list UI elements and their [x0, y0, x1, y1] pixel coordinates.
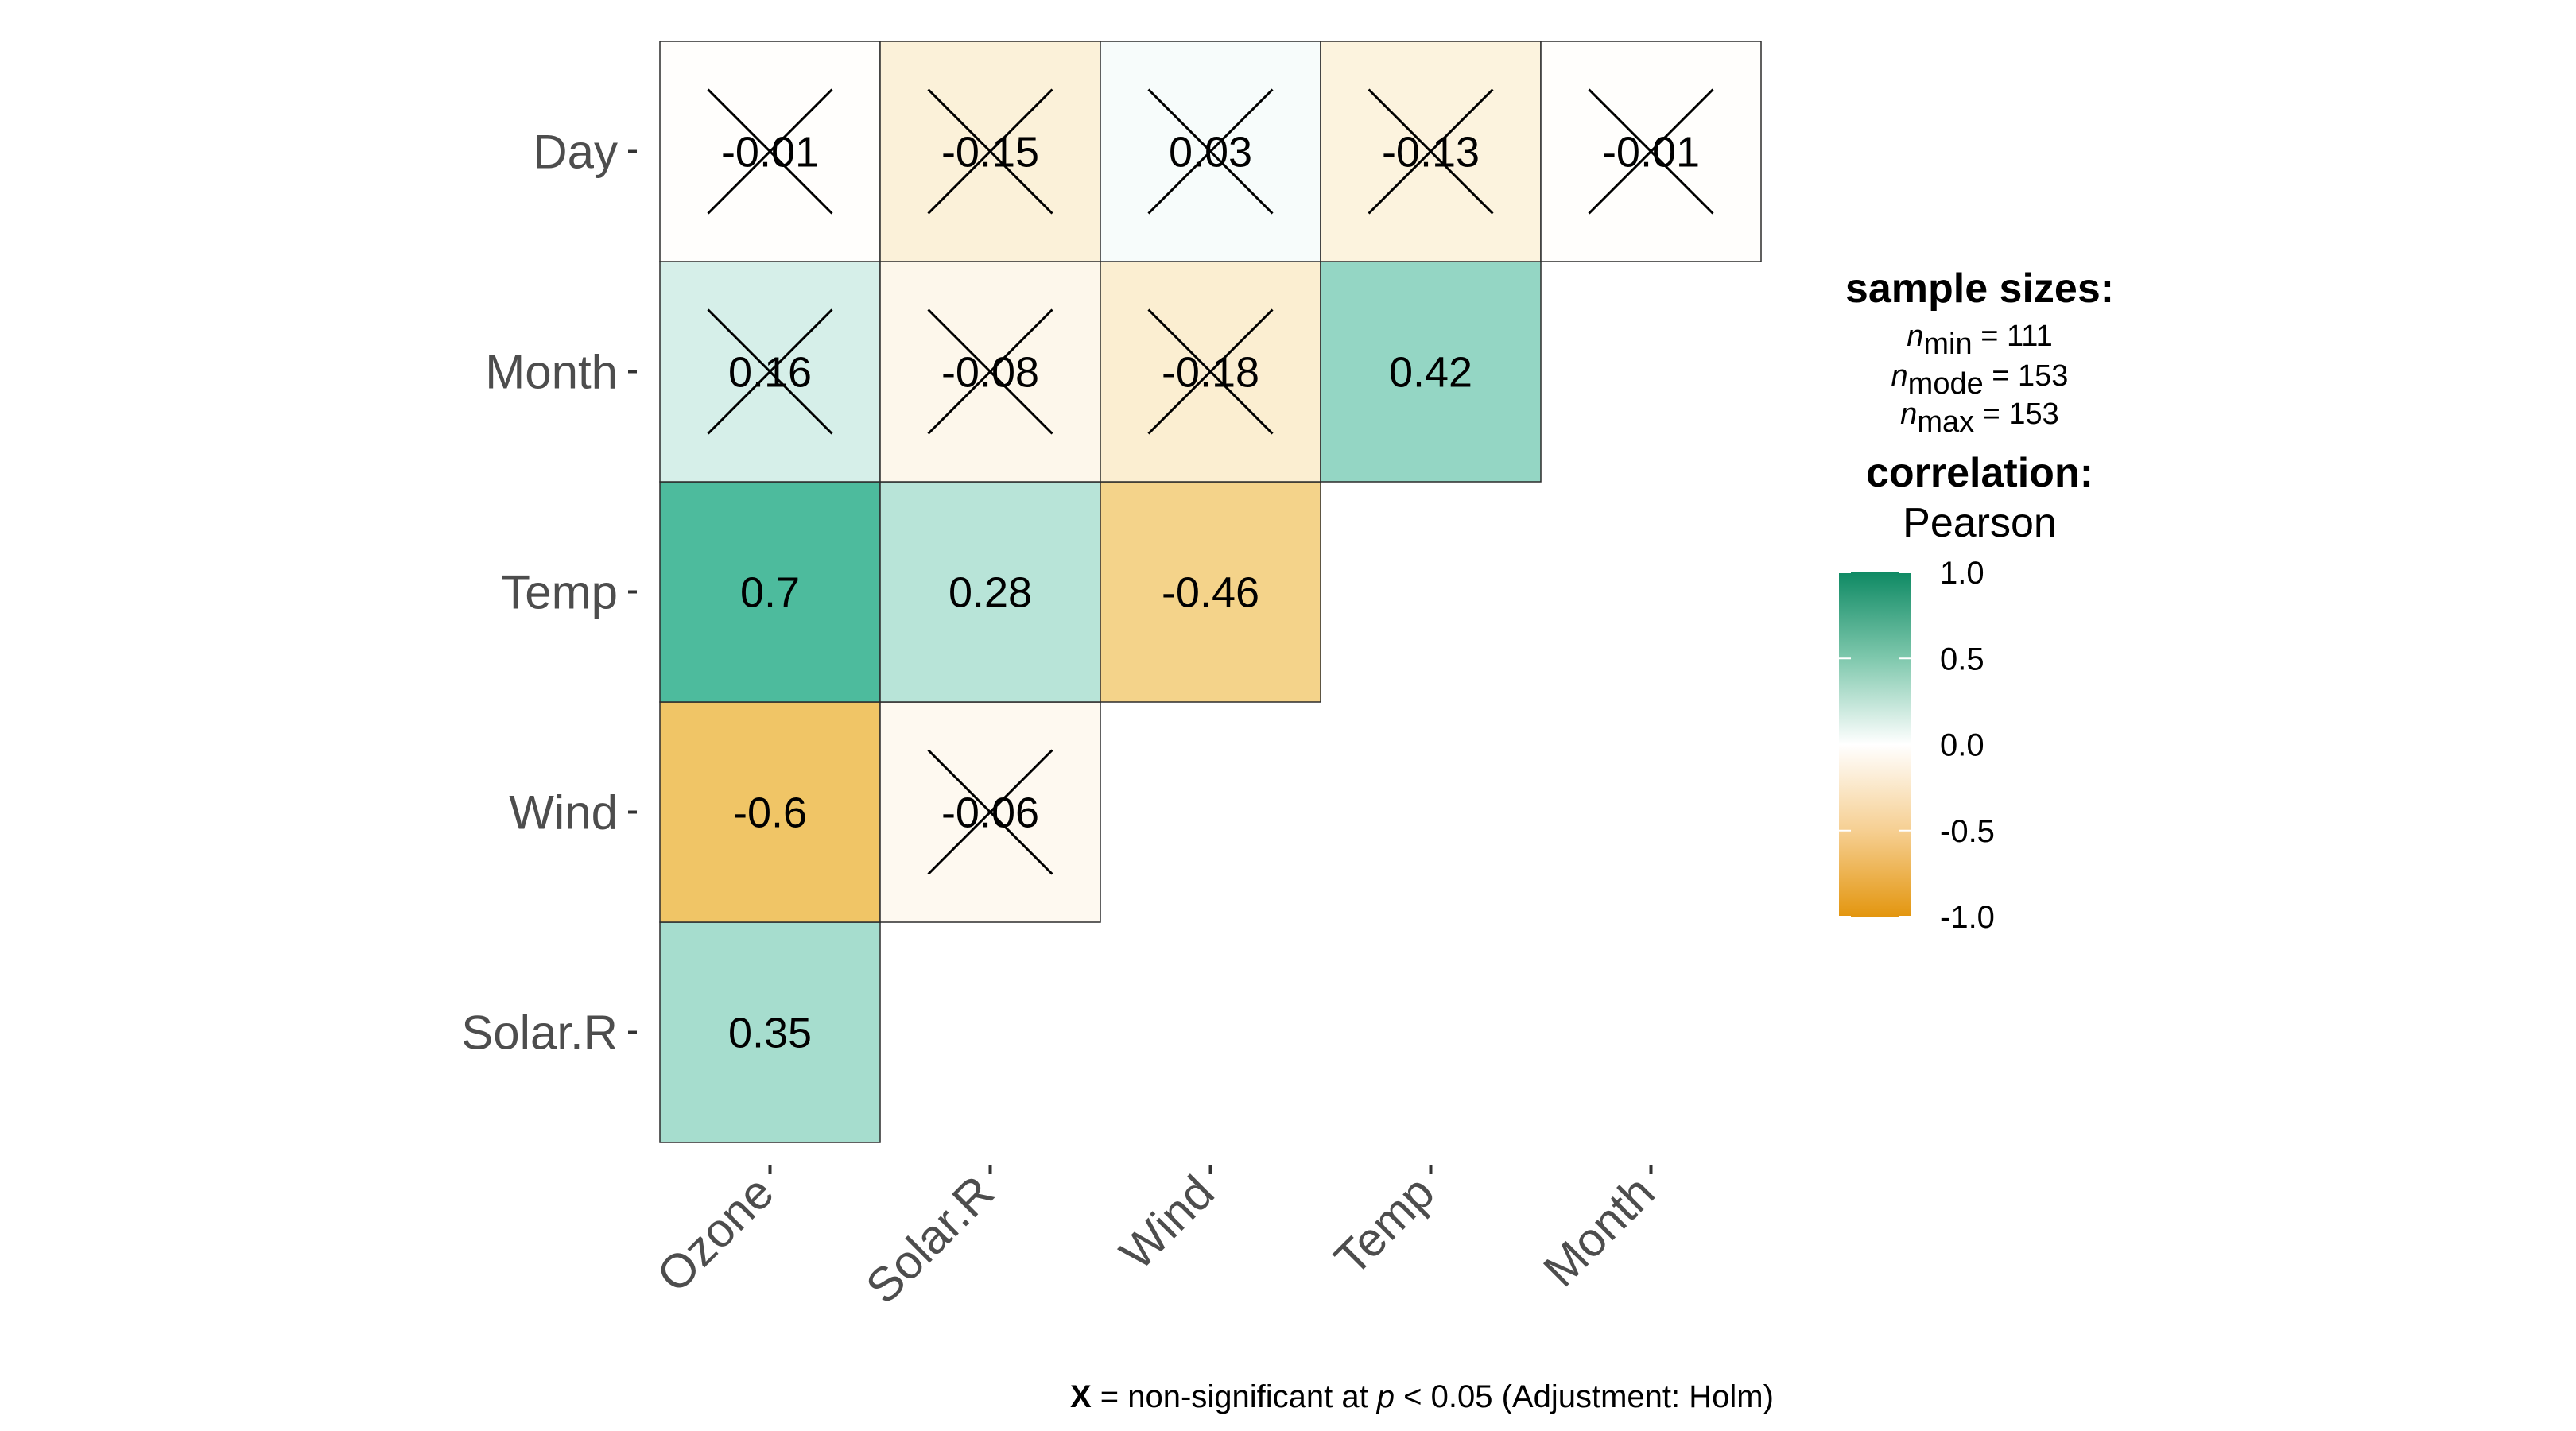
x-axis-tick-label: Ozone: [646, 1165, 783, 1302]
legend-sample-size-mode: nmode = 153: [1891, 359, 2069, 401]
caption-part1: = non-significant at: [1092, 1379, 1377, 1414]
caption-text: X = non-significant at p < 0.05 (Adjustm…: [1070, 1379, 1774, 1414]
legend-sample-size-min: nmin = 111: [1907, 320, 2052, 361]
cell-value-label: -0.18: [1162, 349, 1259, 397]
x-axis-tick-label: Temp: [1325, 1165, 1445, 1286]
n-subscript: min: [1923, 328, 1972, 361]
cell-value-label: 0.28: [949, 569, 1032, 617]
heatmap-cell: -0.6: [659, 701, 881, 923]
cell-value-label: 0.7: [740, 569, 800, 617]
nonsignificant-cross-line: [927, 308, 1053, 435]
legend-correlation-title: correlation:: [1866, 450, 2093, 496]
cell-value-label: -0.01: [1602, 129, 1700, 176]
nonsignificant-cross-line: [1147, 88, 1274, 215]
n-subscript: max: [1917, 405, 1974, 439]
heatmap-cell: 0.35: [659, 921, 881, 1143]
cell-value-label: -0.15: [941, 129, 1039, 176]
heatmap-cell: -0.06: [879, 701, 1101, 923]
n-value: = 153: [1984, 359, 2069, 393]
n-symbol: n: [1900, 398, 1917, 431]
legend-correlation-method: Pearson: [1903, 500, 2057, 546]
y-axis-tick-label: Temp: [501, 566, 618, 619]
nonsignificant-cross-line: [707, 88, 833, 215]
nonsignificant-cross-line: [927, 88, 1053, 215]
x-axis-tick-label: Solar.R: [855, 1165, 1004, 1314]
heatmap-cell: -0.13: [1320, 41, 1542, 262]
nonsignificant-cross-line: [707, 308, 833, 435]
heatmap-cell: 0.28: [879, 481, 1101, 703]
n-value: = 153: [1974, 398, 2059, 431]
cell-value-label: 0.03: [1169, 129, 1252, 176]
heatmap-cell: 0.7: [659, 481, 881, 703]
nonsignificant-cross-line: [1368, 88, 1494, 215]
heatmap-cell: -0.15: [879, 41, 1101, 262]
y-axis-tick-label: Month: [485, 346, 618, 399]
caption-x-symbol: X: [1070, 1379, 1092, 1414]
cell-value-label: 0.42: [1389, 349, 1472, 397]
n-symbol: n: [1907, 320, 1923, 353]
y-axis-tick-label: Wind: [509, 786, 618, 840]
heatmap-cell: -0.18: [1100, 261, 1321, 483]
colorbar-tick-label: 0.0: [1940, 728, 1984, 763]
y-axis-tick-label: Solar.R: [461, 1006, 618, 1060]
nonsignificant-cross-line: [1588, 88, 1714, 215]
y-axis-tick-label: Day: [533, 126, 618, 179]
cell-tile: [659, 701, 881, 923]
cell-tile: [659, 921, 881, 1143]
heatmap-cell: -0.08: [879, 261, 1101, 483]
cell-tile: [659, 481, 881, 703]
cell-value-label: -0.01: [721, 129, 819, 176]
colorbar-tick-label: 0.5: [1940, 642, 1984, 677]
n-symbol: n: [1891, 359, 1908, 393]
nonsignificant-cross-line: [927, 749, 1053, 875]
heatmap-cell: 0.42: [1320, 261, 1542, 483]
cell-value-label: 0.16: [728, 349, 812, 397]
caption: X = non-significant at p < 0.05 (Adjustm…: [1070, 1379, 1774, 1414]
heatmap-cell: -0.01: [659, 41, 881, 262]
n-value: = 111: [1973, 320, 2053, 353]
cell-value-label: -0.08: [941, 349, 1039, 397]
cell-value-label: -0.6: [733, 789, 807, 837]
cell-tile: [1100, 481, 1321, 703]
x-axis-tick-label: Wind: [1110, 1165, 1224, 1280]
heatmap-cell: 0.03: [1100, 41, 1321, 262]
heatmap-cell: -0.46: [1100, 481, 1321, 703]
caption-part2: < 0.05 (Adjustment: Holm): [1395, 1379, 1774, 1414]
heatmap-cell: 0.16: [659, 261, 881, 483]
colorbar-tick-label: -1.0: [1940, 900, 1995, 935]
x-axis-tick-label: Month: [1533, 1165, 1664, 1297]
colorbar-tick-label: 1.0: [1940, 556, 1984, 591]
cell-value-label: -0.13: [1382, 129, 1480, 176]
legend-sample-size-max: nmax = 153: [1900, 398, 2059, 439]
caption-p-symbol: p: [1376, 1379, 1395, 1414]
cell-value-label: 0.35: [728, 1010, 812, 1057]
colorbar-tick-label: -0.5: [1940, 814, 1995, 849]
cell-tile: [1320, 261, 1542, 483]
heatmap-cell: -0.01: [1540, 41, 1762, 262]
n-subscript: mode: [1908, 367, 1984, 401]
cell-value-label: -0.46: [1162, 569, 1259, 617]
legend-sample-sizes-title: sample sizes:: [1845, 266, 2114, 312]
nonsignificant-cross-line: [1147, 308, 1274, 435]
heatmap-cells: 0.35 -0.6 -0.06 0.7 0.28 -0.46 0.16 -0.08 -0.18 0…: [659, 41, 1762, 1143]
cell-value-label: -0.06: [941, 789, 1039, 837]
